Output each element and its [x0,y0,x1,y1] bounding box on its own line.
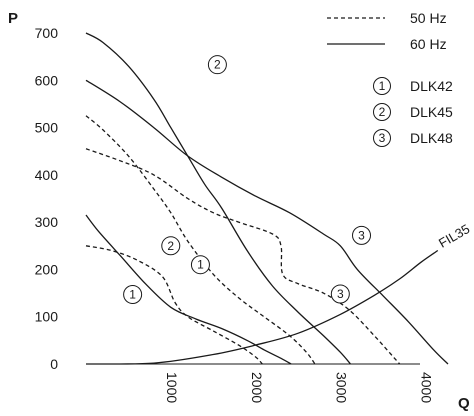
curve-marker-circle [352,225,372,245]
y-tick-label: 600 [35,72,59,88]
legend-label: 50 Hz [410,10,447,26]
y-tick-label: 400 [35,167,59,183]
curve-marker-circle [207,55,227,75]
y-tick-label: 300 [35,214,59,230]
legend-marker-label: 2 [379,105,386,119]
legend-label: DLK45 [410,104,453,120]
legend-marker-circle [373,77,391,95]
curve-1-solid [85,214,292,365]
x-tick-label: 1000 [164,372,180,403]
curve-marker-circle [161,236,181,256]
y-tick-label: 500 [35,120,59,136]
x-axis-title: Q [458,395,470,412]
axis-ticks: 0 100 200 300 400 500 600 700 1000 2000 3000 4000 [35,25,435,403]
legend-marker-label: 3 [379,131,386,145]
curve-2-dashed [85,115,316,365]
y-tick-label: 200 [35,261,59,277]
x-tick-label: 4000 [418,372,434,403]
curve-2-solid [85,32,351,365]
curve-marker-circle [330,284,350,304]
curve-marker-circle [190,255,210,275]
legend: 50 Hz 60 Hz 1 DLK42 2 DLK45 3 DLK48 [327,10,453,147]
curve-marker-label: 2 [214,58,221,72]
curve-marker-label: 2 [167,239,174,253]
x-tick-label: 2000 [249,372,265,403]
y-tick-label: 0 [50,356,58,372]
curve-1-dashed [85,245,263,365]
curve-3-solid [85,79,449,365]
curve-3-dashed [85,148,401,365]
legend-label: 60 Hz [410,36,447,52]
legend-marker-label: 1 [379,79,386,93]
performance-curves [85,32,449,365]
curve-marker-label: 3 [358,228,365,242]
annotation-label: FIL35 [436,221,472,251]
legend-marker-circle [373,129,391,147]
curve-marker-label: 3 [337,287,344,301]
y-axis-title: P [8,10,18,27]
y-tick-label: 100 [35,309,59,325]
legend-label: DLK42 [410,78,453,94]
curve-marker-circle [123,284,143,304]
y-tick-label: 700 [35,25,59,41]
curve-marker-label: 1 [197,258,204,272]
curve-marker-label: 1 [129,287,136,301]
x-tick-label: 3000 [334,372,350,403]
legend-marker-circle [373,103,391,121]
curve-FIL35-solid [85,249,439,365]
legend-label: DLK48 [410,130,453,146]
